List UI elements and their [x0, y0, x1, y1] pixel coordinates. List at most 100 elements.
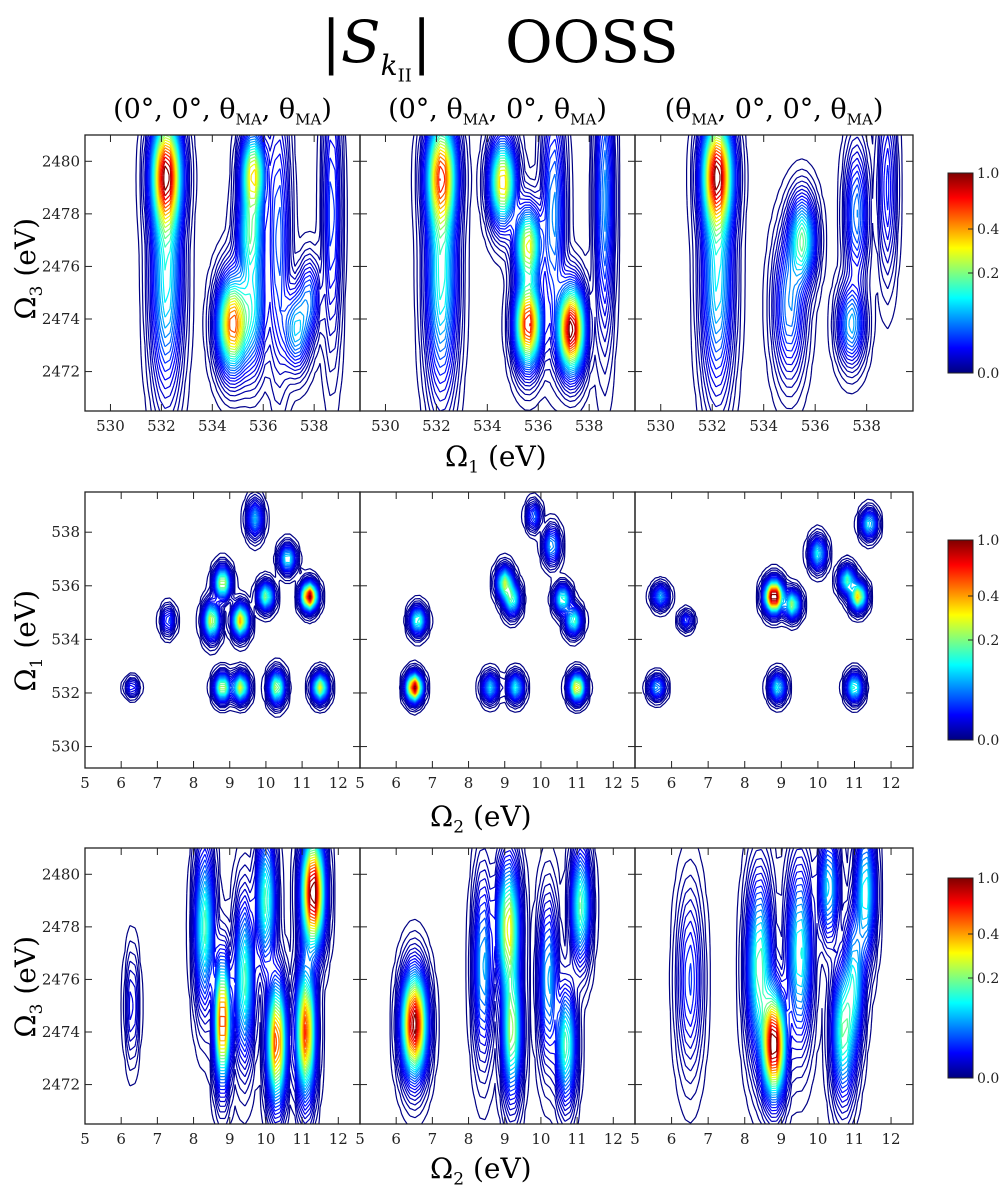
row2-y-axis-label: Ω1 (eV) [9, 590, 47, 692]
contour-level-22 [156, 139, 257, 348]
x-tick-label: 10 [256, 1130, 275, 1148]
contour-level-28 [409, 1005, 419, 1043]
contour-level-11 [748, 848, 873, 1103]
x-tick-label: 538 [300, 417, 329, 435]
x-tick-label: 11 [293, 1130, 312, 1148]
contour-level-12 [749, 851, 872, 1101]
x-tick-label: 10 [256, 774, 275, 792]
contour-level-1 [120, 492, 336, 718]
panel-r1-c1: 530 532 534 536 538 2472 2474 2476 2478 2480 [42, 134, 361, 435]
figure-title: |SkII| OOSS [321, 8, 679, 87]
contour-level-28 [711, 156, 723, 201]
contour-level-7 [421, 135, 613, 393]
contour-level-2 [391, 848, 597, 1124]
contour-level-12 [150, 135, 312, 372]
contour-level-3 [674, 848, 880, 1124]
contour-level-3 [393, 848, 596, 1124]
x-tick-label: 6 [116, 1130, 126, 1148]
contour-level-13 [426, 135, 607, 375]
contour-level-3 [400, 498, 590, 712]
contour-level-12 [700, 135, 860, 344]
contour-level-17 [403, 885, 584, 1069]
x-tick-label: 11 [845, 1130, 864, 1148]
colorbar-tick-label: 0.2 [977, 633, 999, 649]
x-tick-label: 534 [198, 417, 227, 435]
x-tick-label: 7 [428, 1130, 438, 1148]
contour-level-2 [122, 848, 335, 1124]
x-tick-label: 9 [777, 1130, 787, 1148]
x-tick-label: 530 [646, 417, 675, 435]
y-tick-label: 2476 [42, 970, 80, 988]
x-tick-label: 12 [882, 774, 901, 792]
x-tick-label: 538 [852, 417, 881, 435]
panel-r2-c1: 5 6 7 8 9 10 11 12 530 532 534 536 538 [51, 491, 361, 792]
contour-level-16 [428, 135, 584, 369]
contour-level-4 [125, 848, 331, 1124]
contour-level-27 [438, 165, 577, 348]
x-tick-label: 11 [845, 774, 864, 792]
contour-level-24 [157, 144, 240, 342]
colorbar-tick-label: 0.2 [977, 971, 999, 987]
x-tick-label: 8 [740, 774, 750, 792]
contour-level-30 [568, 320, 574, 339]
y-tick-label: 2474 [42, 310, 80, 328]
colorbar-tick-label: 0.0 [977, 1071, 999, 1087]
x-tick-label: 5 [355, 1130, 365, 1148]
contour-level-7 [128, 848, 329, 1120]
x-tick-label: 8 [189, 774, 199, 792]
x-tick-label: 536 [524, 417, 553, 435]
x-tick-label: 12 [329, 1130, 348, 1148]
contour-level-5 [419, 135, 615, 411]
x-tick-label: 7 [703, 774, 713, 792]
contour-level-19 [430, 137, 582, 364]
contour-level-28 [439, 178, 577, 345]
x-tick-label: 8 [464, 1130, 474, 1148]
colorbar-tick-label: 0.4 [977, 589, 999, 605]
x-tick-label: 9 [500, 774, 510, 792]
contour-level-1 [135, 135, 348, 411]
contour-level-4 [418, 135, 616, 411]
y-tick-label: 2478 [42, 205, 80, 223]
x-tick-label: 530 [371, 417, 400, 435]
x-tick-label: 5 [630, 774, 640, 792]
x-tick-label: 5 [80, 1130, 90, 1148]
y-tick-label: 2474 [42, 1023, 80, 1041]
x-tick-label: 7 [428, 774, 438, 792]
y-tick-label: 530 [51, 738, 80, 756]
contour-level-11 [425, 135, 609, 379]
contour-level-9 [684, 848, 875, 1109]
contour-level-2 [644, 502, 883, 711]
x-tick-label: 6 [116, 774, 126, 792]
method-label: OOSS [505, 8, 679, 76]
contour-level-10 [688, 848, 874, 1106]
y-tick-label: 2480 [42, 152, 80, 170]
contour-level-6 [695, 135, 895, 397]
x-tick-label: 12 [882, 1130, 901, 1148]
contour-level-18 [430, 135, 583, 365]
contour-level-29 [713, 160, 723, 196]
row1-y-axis-label: Ω3 (eV) [9, 218, 47, 320]
colorbar-r1: 1.0 0.4 0.2 0.0 [947, 166, 999, 382]
colorbar-tick-label: 0.0 [977, 733, 999, 749]
x-tick-label: 11 [568, 1130, 587, 1148]
x-tick-label: 7 [703, 1130, 713, 1148]
contour-level-3 [416, 135, 617, 411]
colorbar-tick-label: 1.0 [977, 166, 999, 182]
contour-level-1 [389, 848, 600, 1124]
x-tick-label: 532 [422, 417, 451, 435]
panel-frame [634, 491, 914, 769]
contour-level-27 [408, 1002, 420, 1046]
contour-level-9 [698, 135, 890, 370]
y-tick-label: 536 [51, 577, 80, 595]
contour-level-8 [697, 135, 892, 379]
y-tick-label: 2476 [42, 257, 80, 275]
contour-level-3 [124, 848, 333, 1124]
contour-level-2 [139, 135, 346, 411]
contour-level-6 [145, 135, 340, 399]
x-tick-label: 5 [80, 774, 90, 792]
contour-level-4 [394, 848, 595, 1123]
panel-frame [359, 491, 636, 769]
colorbar-r3: 1.0 0.4 0.2 0.0 [947, 871, 999, 1087]
y-tick-label: 2472 [42, 1076, 80, 1094]
x-tick-label: 10 [808, 1130, 827, 1148]
